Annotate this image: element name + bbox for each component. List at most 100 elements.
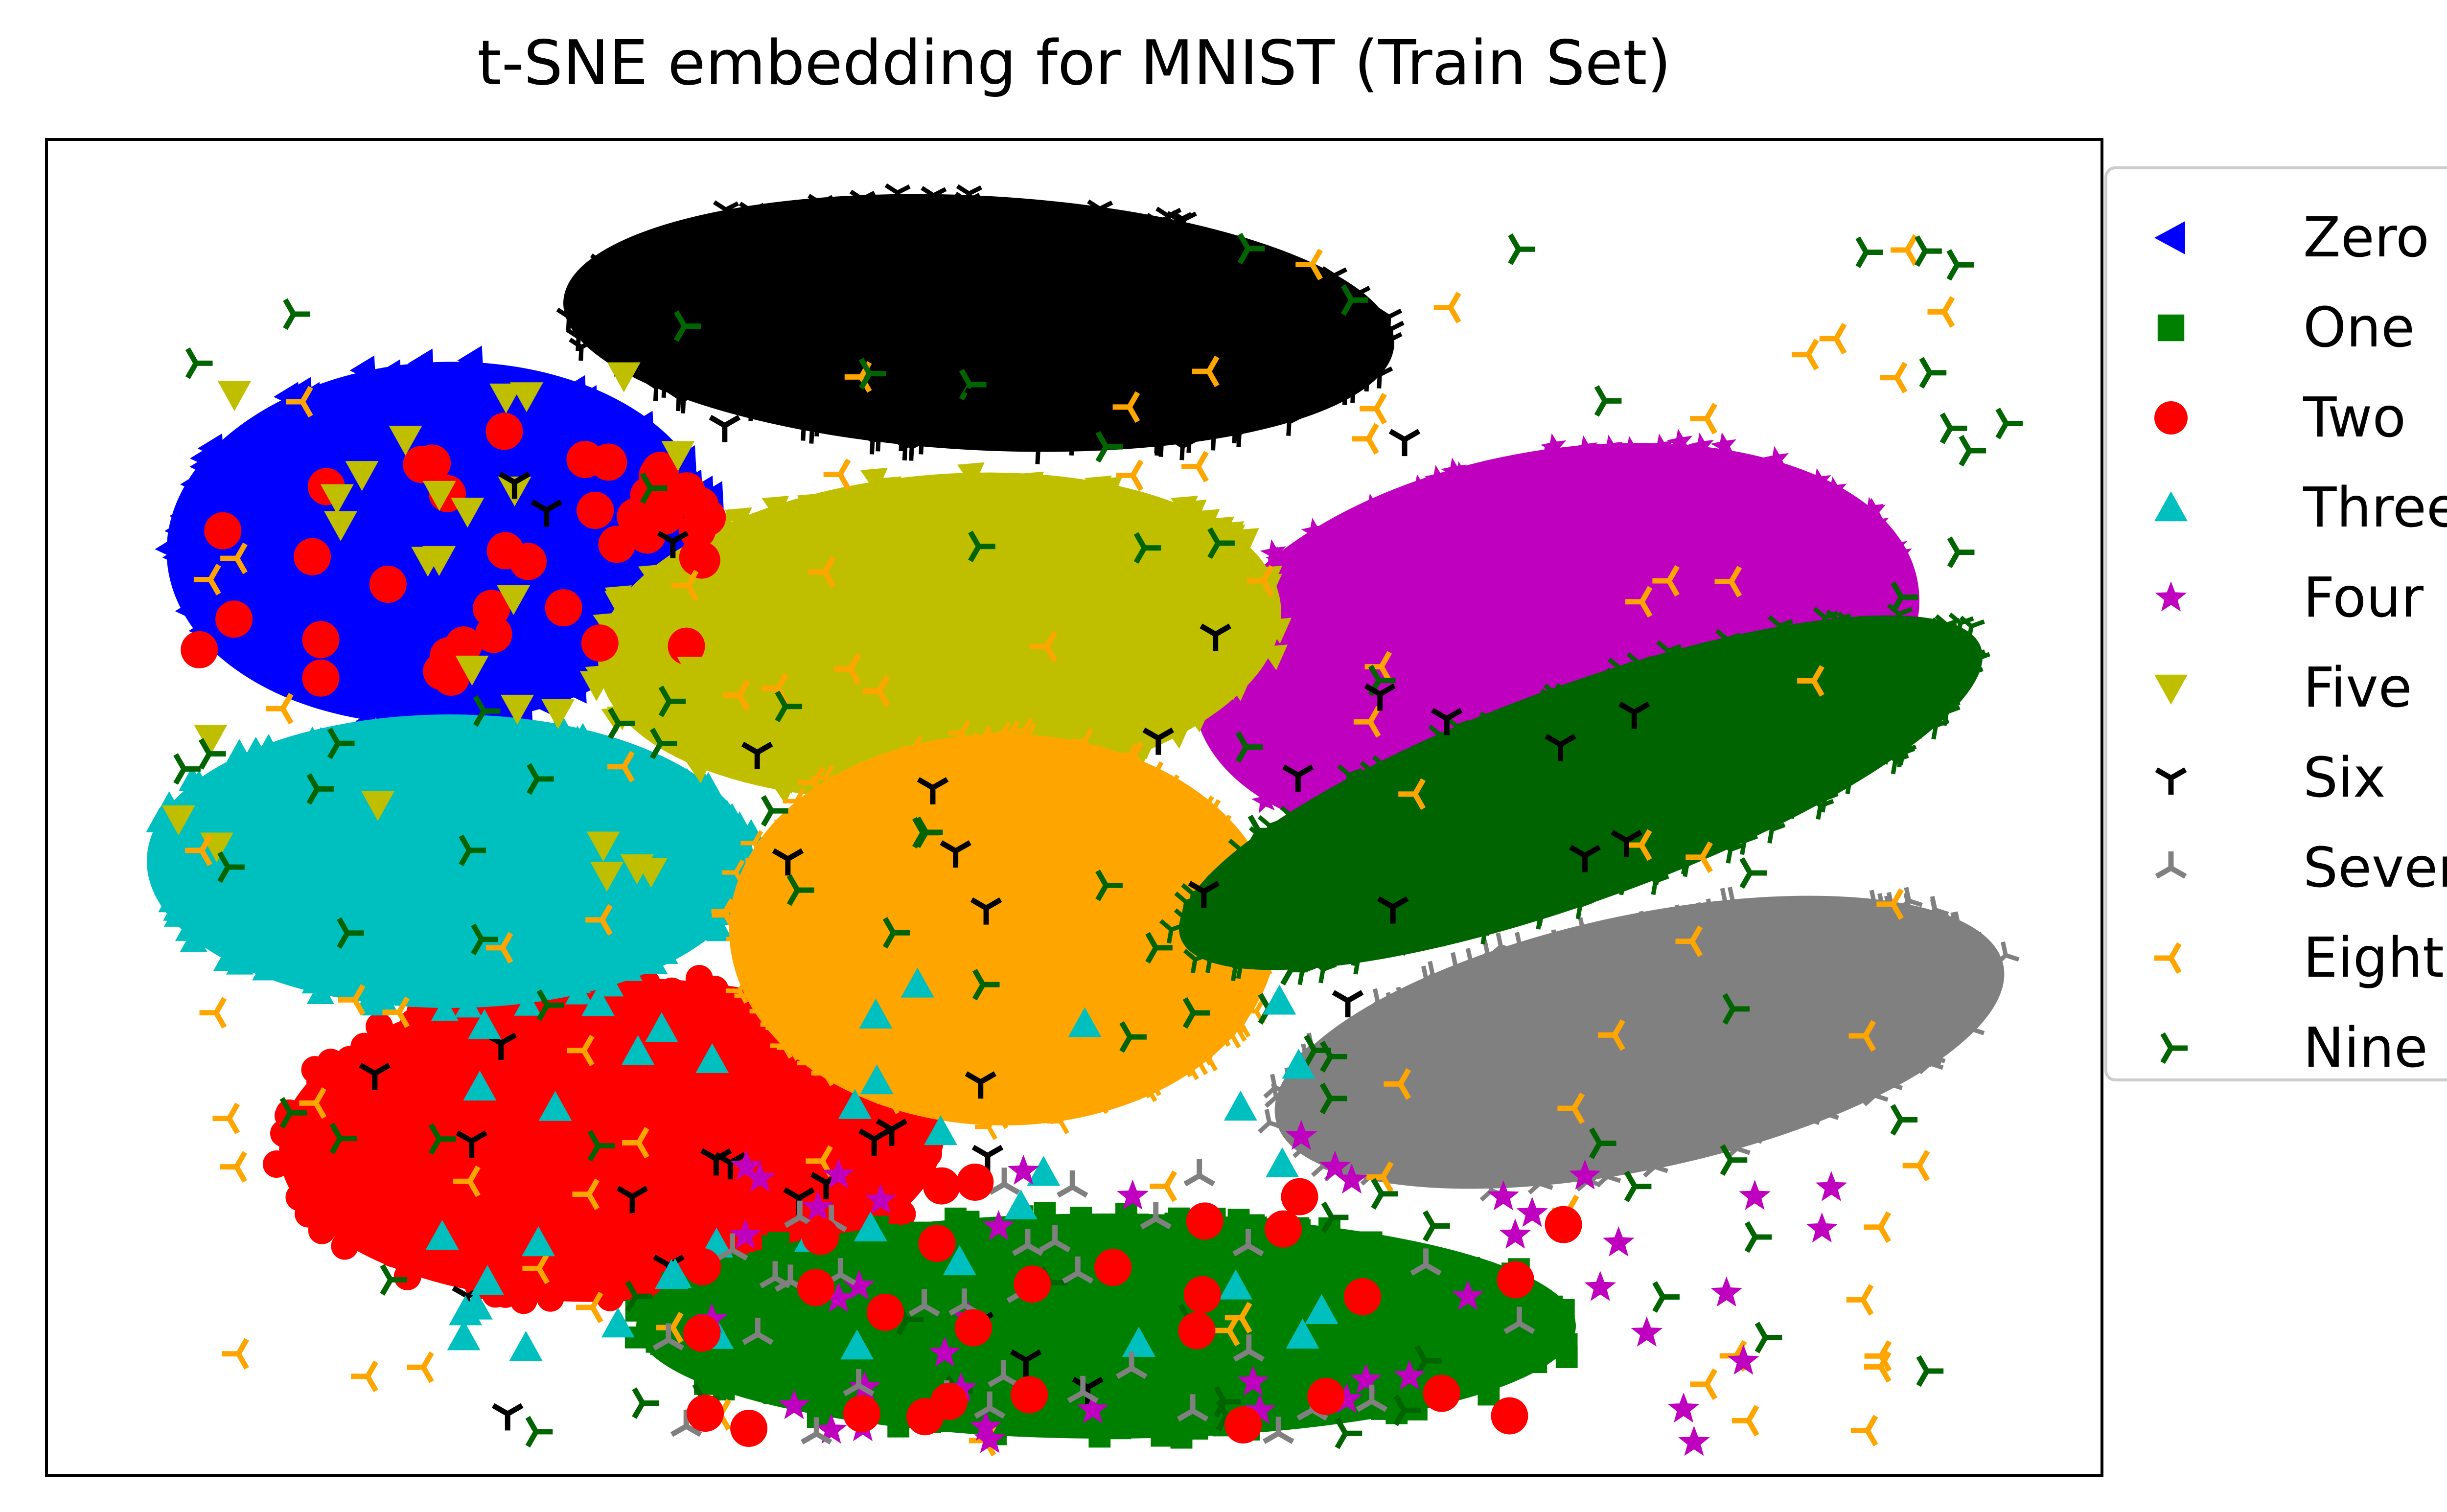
edge-point-seven (1464, 1162, 1490, 1188)
data-point-nine (1280, 954, 1308, 985)
data-point-seven (1115, 1352, 1148, 1379)
data-point-six (1177, 394, 1209, 422)
edge-point-five (1049, 489, 1076, 516)
data-point-nine (1335, 1417, 1362, 1449)
edge-point-four (1301, 518, 1327, 544)
edge-point-six (1346, 356, 1373, 379)
edge-point-one (1088, 1425, 1111, 1448)
edge-point-zero (164, 516, 191, 544)
edge-point-one (811, 1395, 833, 1417)
edge-point-four (1870, 593, 1896, 619)
data-point-seven (1039, 1225, 1071, 1253)
data-point-two (566, 440, 604, 478)
data-point-six (876, 1119, 908, 1146)
data-point-three (471, 1265, 505, 1295)
edge-point-six (739, 202, 765, 225)
edge-point-five (831, 492, 858, 518)
data-point-six (456, 1130, 487, 1158)
edge-point-nine (1782, 794, 1808, 819)
edge-point-six (854, 205, 880, 228)
data-point-four (823, 1282, 854, 1312)
edge-point-three (659, 923, 687, 948)
cluster-core-two (279, 978, 945, 1302)
data-point-two (930, 1383, 968, 1420)
data-point-nine (1947, 536, 1975, 568)
edge-point-eight (1223, 1007, 1246, 1033)
edge-point-nine (1813, 607, 1839, 632)
edge-point-four (1323, 540, 1349, 567)
data-point-two (687, 1395, 724, 1432)
data-point-three (621, 1035, 655, 1065)
edge-point-seven (1854, 910, 1880, 936)
edge-point-one (1103, 1214, 1126, 1236)
edge-point-six (764, 214, 791, 237)
edge-point-six (1171, 210, 1197, 234)
data-point-three (1068, 1007, 1102, 1037)
edge-point-six (739, 398, 765, 421)
edge-point-eight (722, 859, 745, 886)
edge-point-five (797, 493, 825, 519)
edge-point-zero (205, 458, 231, 486)
data-point-three (1219, 1269, 1253, 1300)
data-point-nine (1371, 1178, 1398, 1210)
data-point-two (302, 621, 340, 659)
data-point-four (1452, 1280, 1484, 1310)
edge-point-six (808, 194, 834, 217)
data-point-nine (1624, 1170, 1652, 1202)
edge-point-two (563, 1267, 591, 1295)
data-point-six (1388, 429, 1421, 457)
edge-point-two (627, 988, 655, 1016)
data-point-five (422, 546, 456, 576)
data-point-nine (625, 1280, 653, 1312)
data-point-eight (1112, 391, 1140, 423)
data-point-six (1074, 345, 1106, 373)
data-point-four (1678, 1425, 1710, 1456)
data-point-two (302, 659, 340, 697)
data-point-eight (1902, 1149, 1930, 1182)
legend-marker-one (2157, 314, 2185, 342)
data-point-six (964, 387, 996, 415)
edge-point-zero (190, 443, 216, 471)
edge-point-one (1031, 1219, 1054, 1242)
edge-point-nine (1715, 629, 1741, 654)
legend-label-four: Four (2303, 566, 2424, 630)
data-point-two (683, 1314, 720, 1352)
edge-point-six (1241, 394, 1267, 418)
edge-point-seven (1721, 887, 1747, 912)
plot-frame (45, 138, 2103, 1477)
data-point-three (601, 1307, 635, 1338)
edge-point-seven (1307, 1109, 1333, 1134)
edge-point-six (1304, 294, 1331, 317)
edge-point-one (887, 1415, 910, 1438)
data-point-eight (1192, 355, 1220, 388)
data-point-two (1178, 1312, 1216, 1350)
data-point-eight (1353, 706, 1381, 738)
edge-point-eight (1092, 1069, 1115, 1096)
edge-point-seven (1257, 1109, 1283, 1134)
edge-point-one (1480, 1353, 1502, 1376)
data-point-four (815, 1413, 847, 1444)
edge-point-nine (1198, 948, 1224, 973)
edge-point-five (1218, 524, 1246, 550)
edge-point-zero (234, 423, 261, 451)
data-point-eight (1891, 234, 1918, 266)
edge-point-two (503, 1258, 531, 1286)
data-point-nine (858, 358, 886, 389)
data-point-nine (428, 1123, 456, 1155)
data-point-four (1319, 1150, 1351, 1181)
edge-point-six (646, 240, 672, 264)
edge-point-eight (900, 735, 923, 762)
edge-point-four (1717, 456, 1744, 482)
edge-point-five (853, 484, 881, 511)
edge-point-four (1567, 451, 1593, 478)
edge-point-eight (1019, 738, 1042, 764)
data-point-four (1631, 1316, 1663, 1347)
data-point-eight (1625, 586, 1653, 618)
edge-point-five (1074, 481, 1102, 507)
edge-point-six (1211, 407, 1237, 431)
edge-point-six (956, 184, 983, 207)
edge-point-three (670, 769, 698, 794)
edge-point-zero (185, 470, 211, 498)
edge-point-seven (1414, 965, 1440, 990)
data-point-nine (640, 472, 668, 504)
